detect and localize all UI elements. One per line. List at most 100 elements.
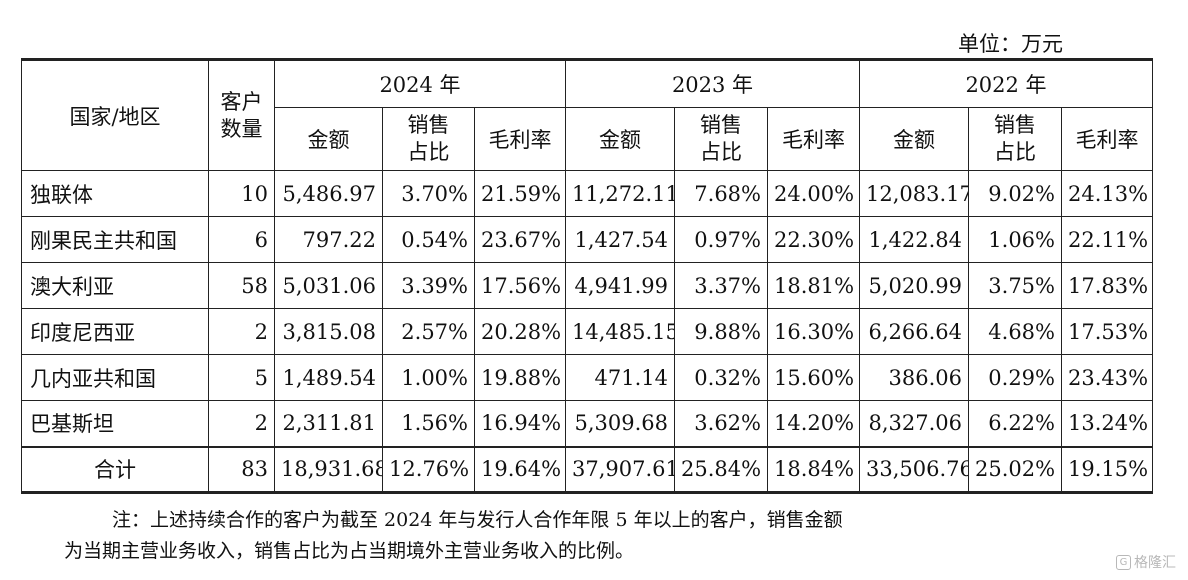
share-cell: 4.68% xyxy=(968,308,1062,355)
header-margin: 毛利率 xyxy=(474,107,566,171)
amount-cell: 2,311.81 xyxy=(274,400,383,447)
region-cell: 刚果民主共和国 xyxy=(21,216,209,263)
total-share: 12.76% xyxy=(382,445,475,493)
gelonghui-logo-icon: G xyxy=(1116,554,1131,570)
table-row: 巴基斯坦 2 2,311.81 1.56% 16.94% 5,309.68 3.… xyxy=(21,400,1153,447)
amount-cell: 11,272.11 xyxy=(565,170,675,217)
table-row: 印度尼西亚 2 3,815.08 2.57% 20.28% 14,485.15 … xyxy=(21,308,1153,355)
note-line-2: 为当期主营业务收入，销售占比为占当期境外主营业务收入的比例。 xyxy=(64,540,635,562)
amount-cell: 1,427.54 xyxy=(565,216,675,263)
amount-cell: 386.06 xyxy=(859,354,969,401)
margin-cell: 20.28% xyxy=(474,308,566,355)
header-margin: 毛利率 xyxy=(767,107,860,171)
header-share: 销售 占比 xyxy=(674,107,768,171)
amount-cell: 14,485.15 xyxy=(565,308,675,355)
total-share: 25.02% xyxy=(968,445,1062,493)
share-cell: 1.00% xyxy=(382,354,475,401)
header-year-2023: 2023 年 xyxy=(565,59,860,108)
header-margin: 毛利率 xyxy=(1061,107,1153,171)
customers-cell: 6 xyxy=(208,216,275,263)
margin-cell: 23.67% xyxy=(474,216,566,263)
customers-cell: 2 xyxy=(208,400,275,447)
note-line-1: 注：上述持续合作的客户为截至 2024 年与发行人合作年限 5 年以上的客户，销… xyxy=(112,509,843,531)
amount-cell: 6,266.64 xyxy=(859,308,969,355)
share-cell: 0.32% xyxy=(674,354,768,401)
share-cell: 1.56% xyxy=(382,400,475,447)
share-cell: 7.68% xyxy=(674,170,768,217)
region-cell: 澳大利亚 xyxy=(21,262,209,309)
table-note: 注：上述持续合作的客户为截至 2024 年与发行人合作年限 5 年以上的客户，销… xyxy=(64,505,843,567)
share-cell: 3.39% xyxy=(382,262,475,309)
share-cell: 0.54% xyxy=(382,216,475,263)
margin-cell: 22.11% xyxy=(1061,216,1153,263)
share-cell: 1.06% xyxy=(968,216,1062,263)
header-amount: 金额 xyxy=(859,107,969,171)
total-row: 合计 83 18,931.68 12.76% 19.64% 37,907.61 … xyxy=(21,445,1153,493)
amount-cell: 5,309.68 xyxy=(565,400,675,447)
amount-cell: 1,489.54 xyxy=(274,354,383,401)
margin-cell: 16.94% xyxy=(474,400,566,447)
margin-cell: 18.81% xyxy=(767,262,860,309)
share-cell: 3.70% xyxy=(382,170,475,217)
share-cell: 2.57% xyxy=(382,308,475,355)
margin-cell: 17.83% xyxy=(1061,262,1153,309)
header-share: 销售 占比 xyxy=(968,107,1062,171)
margin-cell: 15.60% xyxy=(767,354,860,401)
header-customers: 客户 数量 xyxy=(208,59,275,171)
customer-sales-table: 国家/地区 客户 数量 2024 年 2023 年 2022 年 金额 销售 占… xyxy=(21,58,1153,494)
total-amount: 18,931.68 xyxy=(274,445,383,493)
table-row: 独联体 10 5,486.97 3.70% 21.59% 11,272.11 7… xyxy=(21,170,1153,217)
total-margin: 19.64% xyxy=(474,445,566,493)
amount-cell: 3,815.08 xyxy=(274,308,383,355)
amount-cell: 4,941.99 xyxy=(565,262,675,309)
share-cell: 9.88% xyxy=(674,308,768,355)
margin-cell: 17.53% xyxy=(1061,308,1153,355)
total-label: 合计 xyxy=(21,445,209,493)
customers-cell: 10 xyxy=(208,170,275,217)
header-share: 销售 占比 xyxy=(382,107,475,171)
amount-cell: 471.14 xyxy=(565,354,675,401)
customers-cell: 2 xyxy=(208,308,275,355)
header-year-2022: 2022 年 xyxy=(859,59,1153,108)
amount-cell: 5,486.97 xyxy=(274,170,383,217)
table-row: 几内亚共和国 5 1,489.54 1.00% 19.88% 471.14 0.… xyxy=(21,354,1153,401)
margin-cell: 13.24% xyxy=(1061,400,1153,447)
margin-cell: 19.88% xyxy=(474,354,566,401)
customers-cell: 5 xyxy=(208,354,275,401)
unit-label: 单位：万元 xyxy=(958,32,1063,56)
amount-cell: 797.22 xyxy=(274,216,383,263)
margin-cell: 22.30% xyxy=(767,216,860,263)
region-cell: 印度尼西亚 xyxy=(21,308,209,355)
header-year-2024: 2024 年 xyxy=(274,59,566,108)
region-cell: 巴基斯坦 xyxy=(21,400,209,447)
share-cell: 3.75% xyxy=(968,262,1062,309)
margin-cell: 23.43% xyxy=(1061,354,1153,401)
amount-cell: 5,020.99 xyxy=(859,262,969,309)
table-row: 澳大利亚 58 5,031.06 3.39% 17.56% 4,941.99 3… xyxy=(21,262,1153,309)
total-share: 25.84% xyxy=(674,445,768,493)
total-customers: 83 xyxy=(208,445,275,493)
region-cell: 几内亚共和国 xyxy=(21,354,209,401)
margin-cell: 21.59% xyxy=(474,170,566,217)
margin-cell: 14.20% xyxy=(767,400,860,447)
total-margin: 19.15% xyxy=(1061,445,1153,493)
amount-cell: 1,422.84 xyxy=(859,216,969,263)
header-amount: 金额 xyxy=(565,107,675,171)
customers-cell: 58 xyxy=(208,262,275,309)
total-amount: 37,907.61 xyxy=(565,445,675,493)
margin-cell: 17.56% xyxy=(474,262,566,309)
share-cell: 0.97% xyxy=(674,216,768,263)
watermark-text: 格隆汇 xyxy=(1134,555,1176,571)
watermark: G 格隆汇 xyxy=(1116,552,1176,572)
header-amount: 金额 xyxy=(274,107,383,171)
total-margin: 18.84% xyxy=(767,445,860,493)
total-amount: 33,506.76 xyxy=(859,445,969,493)
amount-cell: 8,327.06 xyxy=(859,400,969,447)
amount-cell: 5,031.06 xyxy=(274,262,383,309)
margin-cell: 24.13% xyxy=(1061,170,1153,217)
share-cell: 0.29% xyxy=(968,354,1062,401)
margin-cell: 24.00% xyxy=(767,170,860,217)
share-cell: 9.02% xyxy=(968,170,1062,217)
share-cell: 3.37% xyxy=(674,262,768,309)
region-cell: 独联体 xyxy=(21,170,209,217)
